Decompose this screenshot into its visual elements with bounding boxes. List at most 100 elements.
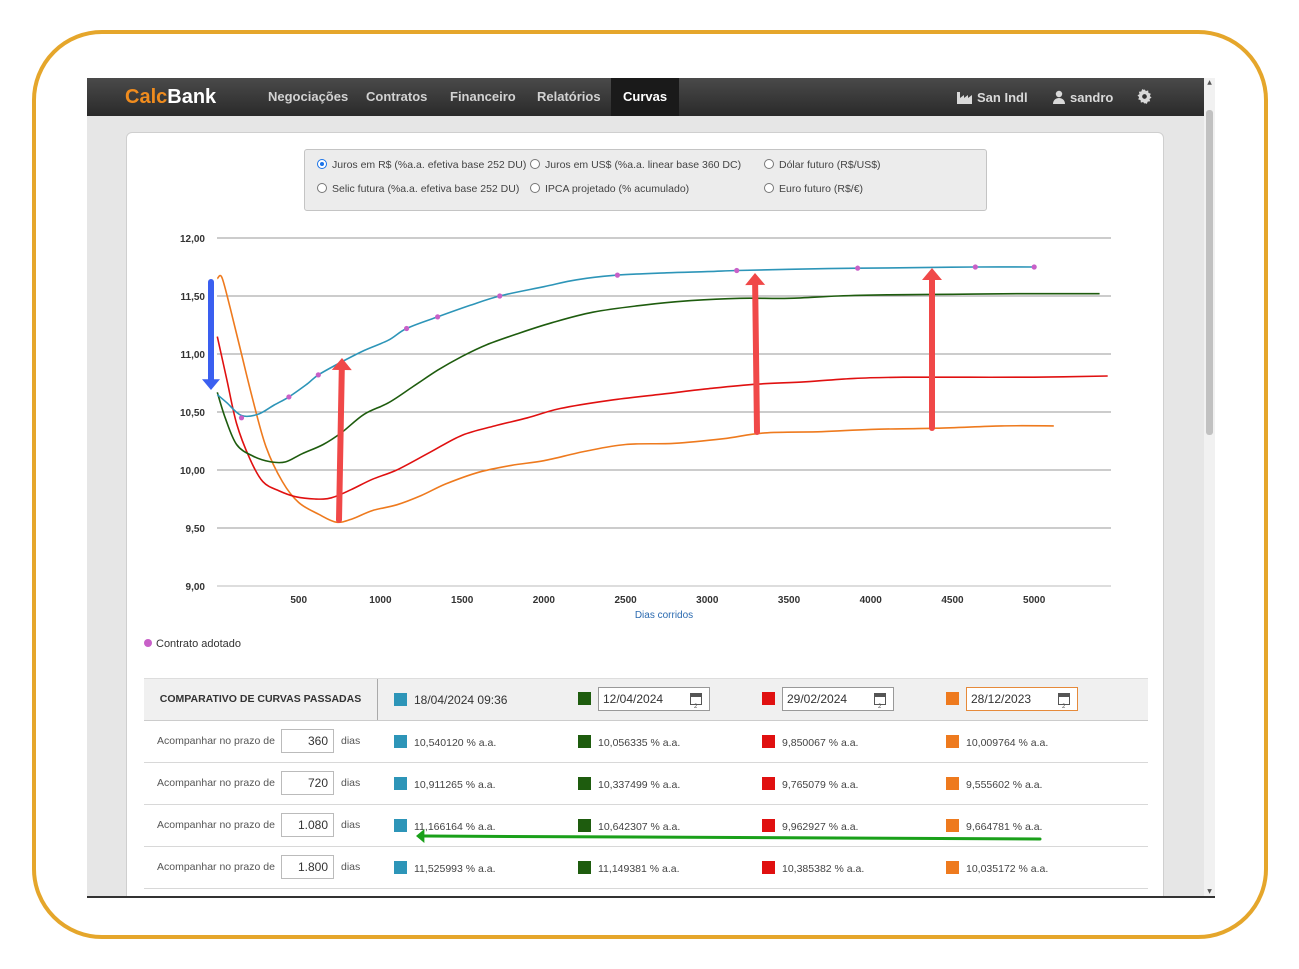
days-input[interactable]: 1.080 [281,813,334,837]
factory-icon [957,92,972,104]
x-axis-label: Dias corridos [635,610,693,621]
color-swatch [762,861,775,874]
x-tick-label: 3500 [778,595,801,606]
yield-curve-chart: 9,00 9,50 10,00 10,50 11,00 11,50 12,00 500 1000… [180,234,1111,621]
calendar-icon[interactable] [1058,693,1070,718]
column-current: 18/04/2024 09:36 [394,691,507,709]
calendar-icon[interactable] [690,693,702,718]
comparison-table-header: COMPARATIVO DE CURVAS PASSADAS 18/04/202… [144,678,1148,721]
days-input[interactable]: 360 [281,729,334,753]
color-swatch [762,777,775,790]
color-swatch [578,861,591,874]
x-tick-label: 5000 [1023,595,1046,606]
days-input[interactable]: 1.800 [281,855,334,879]
adopted-contract-point [614,272,621,278]
nav-negociacoes[interactable]: Negociações [268,89,349,104]
company-menu[interactable]: San Indl [957,78,1028,116]
rate-value: 9,664781 % a.a. [946,819,1042,833]
rate-value: 10,540120 % a.a. [394,735,496,749]
y-tick-label: 10,50 [180,408,205,419]
x-tick-label: 4500 [941,595,964,606]
x-tick-label: 2000 [533,595,556,606]
adopted-contract-point [1031,264,1037,270]
y-tick-label: 10,00 [180,466,205,477]
nav-curvas[interactable]: Curvas [611,78,680,116]
current-date: 18/04/2024 09:36 [414,693,508,707]
series-line-current [216,266,1035,418]
comparison-table: COMPARATIVO DE CURVAS PASSADAS 18/04/202… [144,678,1148,889]
x-tick-label: 3000 [696,595,719,606]
curves-panel: Juros em R$ (%a.a. efetiva base 252 DU) … [126,132,1164,896]
nav-relatorios[interactable]: Relatórios [537,89,601,104]
option-euro-futuro[interactable]: Euro futuro (R$/€) [764,183,863,195]
user-menu[interactable]: sandro [1052,78,1113,116]
y-tick-label: 9,00 [186,582,206,593]
scroll-down-icon[interactable]: ▼ [1207,888,1212,895]
table-row: Acompanhar no prazo de 1.800 dias 11,525993… [144,847,1148,889]
days-unit: dias [341,819,361,831]
rate-value: 11,525993 % a.a. [394,861,496,875]
rate-value: 9,555602 % a.a. [946,777,1042,791]
nav-financeiro[interactable]: Financeiro [450,89,516,104]
logo[interactable]: CalcBank [125,86,217,108]
table-row: Acompanhar no prazo de 1.080 dias 11,166164… [144,805,1148,847]
page-scrollbar[interactable]: ▲ ▼ [1204,78,1215,896]
nav-contratos[interactable]: Contratos [366,89,428,104]
adopted-contract-point [315,372,321,378]
color-swatch [394,693,407,706]
adopted-contract-point [238,415,245,421]
option-ipca-projetado[interactable]: IPCA projetado (% acumulado) [530,183,689,195]
legend-dot [144,639,152,647]
color-swatch [946,861,959,874]
column-date-2: 12/04/2024 [578,687,710,718]
y-tick-label: 11,00 [181,350,206,361]
date-input-4[interactable]: 28/12/2023 [966,687,1078,718]
radio-ipca-projetado[interactable] [530,183,540,193]
gear-icon [1137,89,1152,104]
date-input-2[interactable]: 12/04/2024 [598,687,710,718]
user-name: sandro [1070,90,1114,105]
color-swatch [578,819,591,832]
y-tick-label: 12,00 [180,234,205,245]
legend-label: Contrato adotado [156,638,242,650]
curve-type-options: Juros em R$ (%a.a. efetiva base 252 DU) … [304,149,987,211]
date-input-3[interactable]: 29/02/2024 [782,687,894,718]
adopted-contract-point [435,314,441,320]
rate-value: 10,035172 % a.a. [946,861,1048,875]
comparison-table-title: COMPARATIVO DE CURVAS PASSADAS [144,679,378,720]
rate-value: 9,850067 % a.a. [762,735,858,749]
scroll-thumb[interactable] [1206,110,1213,435]
chart-legend[interactable]: Contrato adotado [144,638,241,650]
rate-value: 10,911265 % a.a. [394,777,496,791]
option-selic-futura[interactable]: Selic futura (%a.a. efetiva base 252 DU) [317,183,519,195]
color-swatch [394,777,407,790]
radio-selic-futura[interactable] [317,183,327,193]
radio-dolar-futuro[interactable] [764,159,774,169]
row-label: Acompanhar no prazo de [157,861,275,873]
rate-value: 9,962927 % a.a. [762,819,858,833]
rate-value: 10,056335 % a.a. [578,735,680,749]
row-label: Acompanhar no prazo de [157,777,275,789]
settings-button[interactable] [1137,78,1156,116]
color-swatch [578,692,591,706]
rate-value: 10,009764 % a.a. [946,735,1048,749]
radio-euro-futuro[interactable] [764,183,774,193]
rate-value: 11,149381 % a.a. [578,861,680,875]
option-juros-brl[interactable]: Juros em R$ (%a.a. efetiva base 252 DU) [317,159,526,171]
radio-juros-usd[interactable] [530,159,540,169]
table-row: Acompanhar no prazo de 360 dias 10,540120 %… [144,721,1148,763]
row-label: Acompanhar no prazo de [157,819,275,831]
option-juros-usd[interactable]: Juros em US$ (%a.a. linear base 360 DC) [530,159,741,171]
top-navbar: CalcBank Negociações Contratos Financeir… [87,78,1204,116]
days-input[interactable]: 720 [281,771,334,795]
color-swatch [762,819,775,832]
adopted-contract-point [497,293,503,299]
radio-juros-brl[interactable] [317,159,327,169]
option-dolar-futuro[interactable]: Dólar futuro (R$/US$) [764,159,881,171]
x-tick-label: 500 [290,595,307,606]
calendar-icon[interactable] [874,693,886,718]
x-tick-label: 4000 [860,595,883,606]
rate-value: 9,765079 % a.a. [762,777,858,791]
scroll-up-icon[interactable]: ▲ [1207,79,1212,86]
adopted-contract-point [734,267,740,274]
